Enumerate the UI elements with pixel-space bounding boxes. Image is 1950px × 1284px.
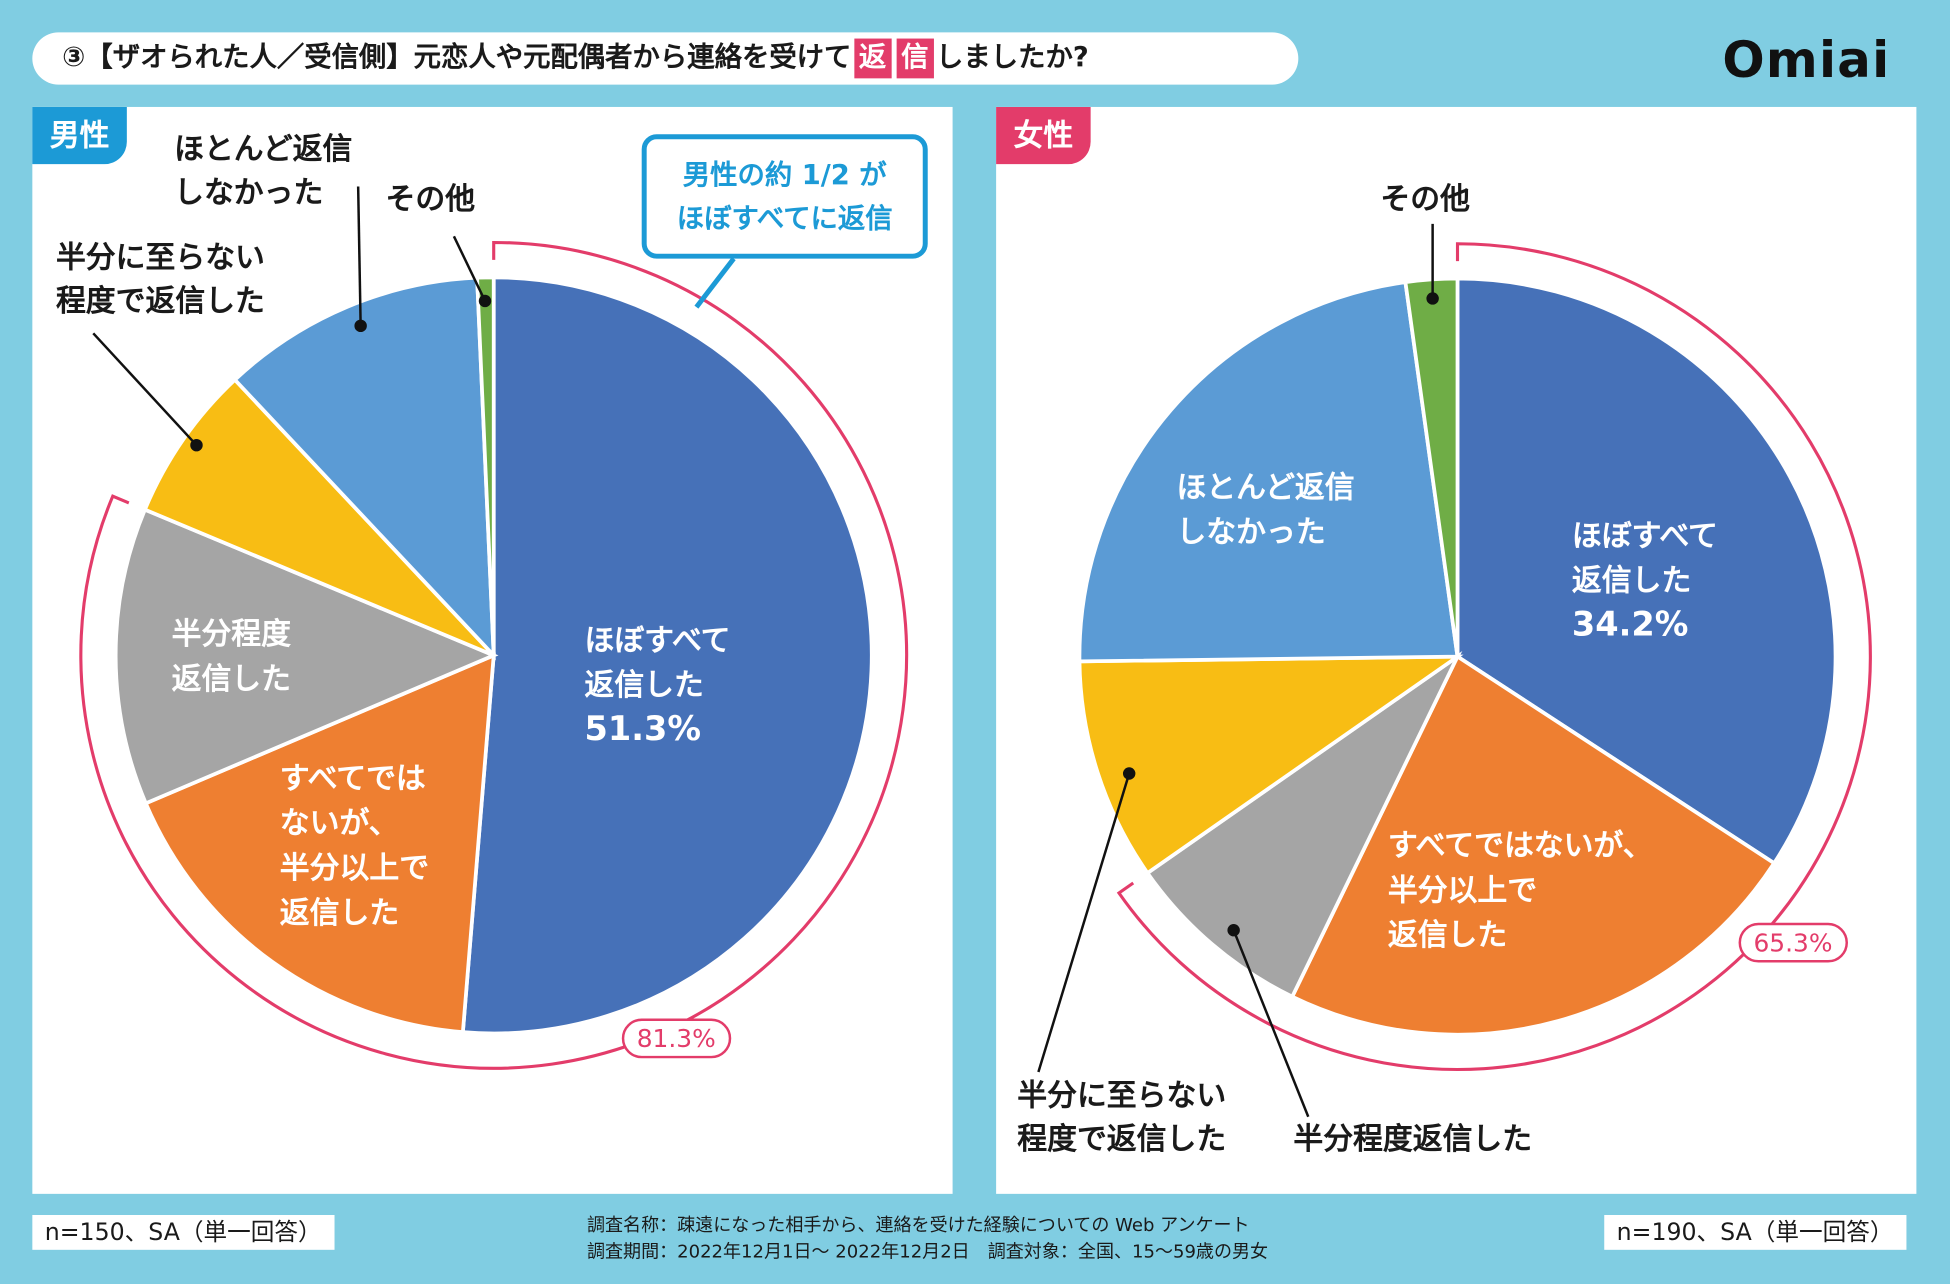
female-label-other: その他	[1380, 181, 1470, 217]
survey-name: 調査名称：疎遠になった相手から、連絡を受けた経験についての Web アンケート	[586, 1216, 1250, 1237]
female-label-about-half: 半分程度返信した	[1293, 1121, 1533, 1157]
leader-lines	[92, 186, 1439, 1118]
leader-dot	[1426, 292, 1439, 305]
male-sample-note: n=150、SA（単一回答）	[32, 1214, 335, 1250]
male-label-less-than-half: 半分に至らない 程度で返信した	[55, 240, 265, 319]
pie-slice	[475, 275, 496, 656]
male-label-almost-all: ほぼすべて 返信した 51.3%	[584, 618, 730, 752]
bracket-arc	[1116, 242, 1872, 1072]
female-label-rarely: ほとんど返信 しなかった	[1176, 470, 1355, 550]
female-pie	[1077, 242, 1872, 1072]
male-tag: 男性	[32, 106, 127, 165]
leader-line	[356, 186, 362, 326]
female-value-almost-all: 34.2%	[1571, 605, 1689, 645]
pie-slice	[460, 275, 874, 1036]
title-suffix: しましたか?	[936, 42, 1089, 74]
female-tag: 女性	[996, 106, 1091, 165]
male-label-half-or-more: すべてでは ないが、 半分以上で 返信した	[279, 761, 430, 931]
male-label-other: その他	[385, 181, 476, 217]
bracket-arc	[79, 240, 909, 1070]
female-label-almost-all: ほぼすべて 返信した 34.2%	[1572, 514, 1718, 648]
male-label-rarely: ほとんど返信 しなかった	[174, 131, 353, 211]
pie-slice	[143, 652, 496, 1035]
pie-slice	[142, 377, 496, 658]
female-bracket-label: 65.3%	[1738, 922, 1848, 963]
female-sample-note: n=190、SA（単一回答）	[1604, 1214, 1906, 1250]
omiai-logo: Omiai	[1722, 32, 1891, 90]
female-label-half-or-more: すべてではないが、 半分以上で 返信した	[1387, 828, 1653, 953]
title-prefix: ③【ザオられた人／受信側】元恋人や元配偶者から連絡を受けて	[62, 42, 852, 74]
pie-slice	[1077, 654, 1464, 876]
male-pie	[79, 240, 909, 1070]
leader-dot	[1227, 923, 1240, 937]
leader-line	[1037, 773, 1131, 1073]
leader-dot	[354, 319, 367, 333]
pie-slice	[1077, 280, 1460, 664]
page-title: ③【ザオられた人／受信側】元恋人や元配偶者から連絡を受けて返信しましたか?	[62, 38, 1089, 79]
male-bracket-label: 81.3%	[621, 1018, 731, 1059]
pie-slice	[1144, 650, 1463, 1000]
leader-dot	[478, 294, 492, 308]
label-text: ほぼすべて 返信した	[1571, 518, 1718, 599]
leader-line	[1232, 929, 1310, 1118]
male-callout: 男性の約 1/2 が ほぼすべてに返信	[641, 134, 928, 259]
survey-period: 調査期間：2022年12月1日～ 2022年12月2日 調査対象：全国、15～5…	[586, 1242, 1269, 1263]
leader-line	[92, 332, 198, 447]
callout-text: 男性の約 1/2 が ほぼすべてに返信	[676, 160, 893, 236]
title-highlight-2: 信	[896, 38, 934, 79]
label-text: ほぼすべて 返信した	[584, 623, 731, 703]
leader-dot	[1122, 767, 1136, 780]
callout-pointer	[694, 257, 736, 309]
male-label-about-half: 半分程度 返信した	[171, 616, 292, 697]
leader-line	[452, 235, 487, 302]
female-label-less-than-half: 半分に至らない 程度で返信した	[1017, 1078, 1227, 1157]
pie-slice	[113, 507, 499, 806]
male-value-almost-all: 51.3%	[584, 710, 701, 749]
title-highlight-1: 返	[853, 38, 892, 79]
pie-slice	[232, 275, 496, 661]
title-bar	[32, 32, 1299, 85]
leader-dot	[190, 438, 203, 452]
